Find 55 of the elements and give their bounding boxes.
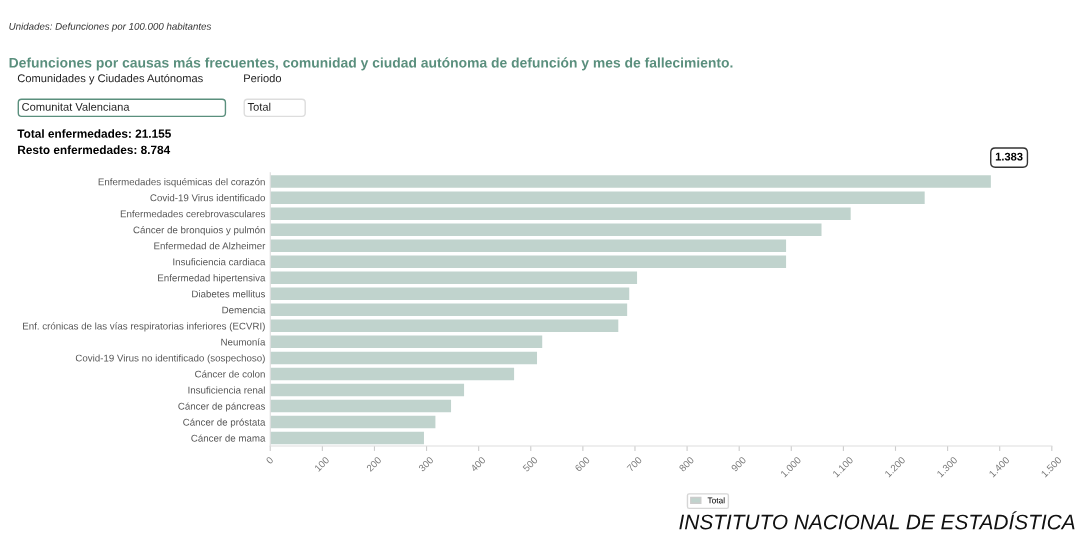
bar [270,175,991,188]
y-tick-label: Insuficiencia cardiaca [173,258,266,266]
text: Total [247,102,271,111]
bar [270,335,543,349]
x-tick-label: 800 [678,456,695,472]
text: Comunitat Valenciana [22,102,130,111]
x-tick-label: 100 [314,456,330,472]
bar [270,191,925,204]
bar [270,223,822,236]
x-tick-label: 300 [418,456,434,473]
text: Periodo [244,74,282,83]
y-tick-label: Diabetes mellitus [192,290,266,298]
y-tick-label: Enfermedades cerebrovasculares [120,210,266,218]
y-tick-label: Enfermedades isquémicas del corazón [98,178,265,188]
text: Comunidades y Ciudades Autónomas [17,73,203,85]
legend-label: Total [707,497,725,504]
text: Resto enfermedades: 8.784 [18,145,171,155]
y-tick-label: Insuficiencia renal [188,386,265,394]
x-tick-label: 700 [626,456,643,472]
y-tick-label: Cáncer de colon [195,370,265,378]
y-tick-label: Enfermedad de Alzheimer [154,242,266,250]
x-tick-label: 200 [366,456,382,472]
bar [270,255,787,268]
x-tick-label: 0 [265,456,274,465]
y-tick-label: Cáncer de páncreas [178,402,266,412]
bar [270,367,515,381]
bar [270,287,630,301]
y-tick-label: Covid-19 Virus no identificado (sospechoso) [75,354,265,364]
bar [270,271,638,285]
y-tick-label: Cáncer de bronquios y pulmón [133,226,265,236]
bar [270,239,787,252]
x-tick-label: 500 [522,456,539,473]
x-tick-label: 400 [470,456,486,473]
y-tick-label: Neumonía [221,338,266,346]
y-tick-label: Enf. crónicas de las vías respiratorias inferiores (ECVRI) [23,322,265,332]
annotation: 1.383 [995,152,1023,161]
bar [270,319,619,333]
x-tick-label: 900 [730,456,747,472]
chart-title: Defunciones por causas más frecuentes, comunidad y ciudad autónoma de defunción y mes de fallecimiento. [9,57,733,71]
bar [270,303,628,317]
y-tick-label: Cáncer de mama [191,434,266,442]
y-tick-label: Covid-19 Virus identificado [150,194,265,202]
bar [270,207,851,220]
bar [270,351,538,365]
text: INSTITUTO NACIONAL DE ESTADÍSTICA [679,511,1075,530]
bar [270,431,424,445]
text: Unidades: Defunciones por 100.000 habitantes [9,22,212,32]
bar [270,383,465,397]
y-tick-label: Enfermedad hipertensiva [158,274,266,284]
bar [270,399,452,413]
text: Total enfermedades: 21.155 [17,129,171,138]
bar [270,415,436,429]
x-tick-label: 600 [574,456,591,472]
y-tick-label: Cáncer de próstata [183,418,266,428]
y-tick-label: Demencia [222,306,266,314]
